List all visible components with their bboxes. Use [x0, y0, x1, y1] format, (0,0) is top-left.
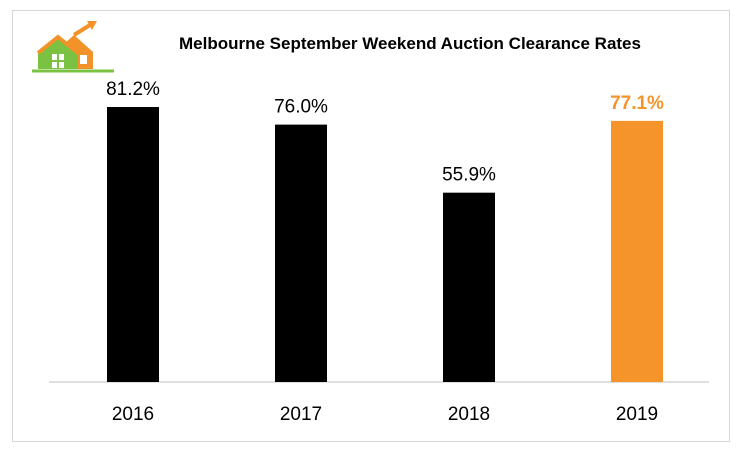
data-label-2019: 77.1% — [610, 93, 664, 114]
x-tick-label-2018: 2018 — [448, 404, 490, 425]
data-label-2018: 55.9% — [442, 165, 496, 186]
x-tick-label-2017: 2017 — [280, 404, 322, 425]
x-tick-label-2016: 2016 — [112, 404, 154, 425]
chart-frame: Melbourne September Weekend Auction Clea… — [12, 10, 730, 442]
x-tick-label-2019: 2019 — [616, 404, 658, 425]
data-label-2017: 76.0% — [274, 97, 328, 118]
bar-plot-area: 81.2% 2016 76.0% 2017 55.9% 2018 77.1% 2019 — [49, 79, 709, 425]
bar-2016 — [107, 107, 159, 382]
data-label-2016: 81.2% — [106, 79, 160, 100]
chart-title: Melbourne September Weekend Auction Clea… — [179, 34, 641, 53]
house-logo-icon — [32, 21, 114, 73]
bar-2018 — [443, 192, 495, 382]
bar-2019 — [611, 120, 663, 382]
bar-2017 — [275, 124, 327, 382]
